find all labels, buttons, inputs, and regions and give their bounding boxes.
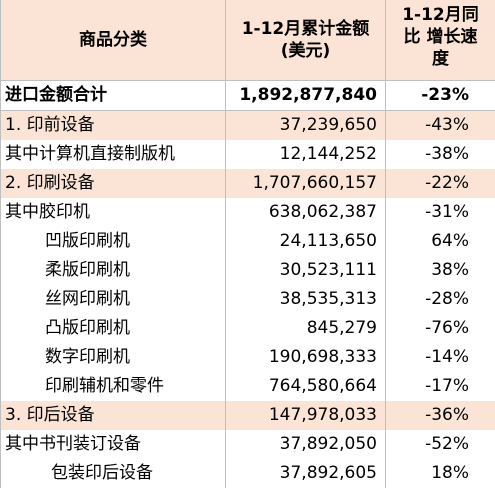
amount: 1,892,877,840	[225, 80, 386, 111]
item-name: 其中胶印机	[0, 198, 226, 227]
header-cell: 1-12月累计金额 (美元)	[225, 0, 386, 81]
amount: 1,707,660,157	[225, 169, 386, 198]
item-name: 凹版印刷机	[0, 227, 226, 256]
table-row: 其中书刊装订设备 37,892,050 -52%	[0, 430, 495, 459]
item-name: 进口金额合计	[0, 80, 226, 111]
amount: 30,523,111	[225, 256, 386, 285]
amount: 638,062,387	[225, 198, 386, 227]
table-row: 凹版印刷机 24,113,650 64%	[0, 227, 495, 256]
header-text: 比 增长速	[403, 27, 478, 47]
header-text: 1-12月同	[402, 5, 479, 25]
growth: -52%	[385, 430, 495, 459]
table-body: 进口金额合计 1,892,877,840 -23% 1. 印前设备 37,239,650…	[0, 80, 495, 488]
growth: -14%	[385, 343, 495, 372]
growth: -31%	[385, 198, 495, 227]
amount: 147,978,033	[225, 401, 386, 430]
amount: 845,279	[225, 314, 386, 343]
amount: 24,113,650	[225, 227, 386, 256]
growth: -28%	[385, 285, 495, 314]
table-row: 其中胶印机 638,062,387 -31%	[0, 198, 495, 227]
item-name: 柔版印刷机	[0, 256, 226, 285]
amount: 190,698,333	[225, 343, 386, 372]
table-row: 包装印后设备 37,892,605 18%	[0, 459, 495, 488]
growth: -76%	[385, 314, 495, 343]
header-text: 商品分类	[79, 30, 147, 50]
table-row: 其中计算机直接制版机 12,144,252 -38%	[0, 140, 495, 169]
item-name: 其中书刊装订设备	[0, 430, 226, 459]
amount: 12,144,252	[225, 140, 386, 169]
table-row: 2. 印刷设备 1,707,660,157 -22%	[0, 169, 495, 198]
table-row: 柔版印刷机 30,523,111 38%	[0, 256, 495, 285]
header-cell: 1-12月同比 增长速度	[385, 0, 495, 81]
header-wrap: 1-12月同比 增长速度	[387, 0, 495, 80]
growth: -38%	[385, 140, 495, 169]
growth: 38%	[385, 256, 495, 285]
header-text: 1-12月累计金额	[241, 19, 370, 39]
header-text: 度	[432, 49, 449, 69]
header-cell: 商品分类	[0, 0, 226, 81]
item-name: 其中计算机直接制版机	[0, 140, 226, 169]
item-name: 丝网印刷机	[0, 285, 226, 314]
table-row: 丝网印刷机 38,535,313 -28%	[0, 285, 495, 314]
item-name: 数字印刷机	[0, 343, 226, 372]
table-row: 凸版印刷机 845,279 -76%	[0, 314, 495, 343]
growth: -22%	[385, 169, 495, 198]
amount: 37,239,650	[225, 110, 386, 140]
item-name: 3. 印后设备	[0, 401, 226, 430]
amount: 37,892,605	[225, 459, 386, 488]
table-row: 进口金额合计 1,892,877,840 -23%	[0, 80, 495, 111]
table-row: 3. 印后设备 147,978,033 -36%	[0, 401, 495, 430]
header-row: 商品分类 1-12月累计金额 (美元) 1-12月同比 增长速度	[0, 0, 495, 81]
growth: -17%	[385, 372, 495, 401]
amount: 38,535,313	[225, 285, 386, 314]
header-text: (美元)	[280, 41, 331, 61]
growth: -43%	[385, 110, 495, 140]
item-name: 凸版印刷机	[0, 314, 226, 343]
item-name: 包装印后设备	[0, 459, 226, 488]
amount: 764,580,664	[225, 372, 386, 401]
growth: -36%	[385, 401, 495, 430]
table-row: 1. 印前设备 37,239,650 -43%	[0, 110, 495, 140]
item-name: 1. 印前设备	[0, 110, 226, 140]
table-row: 印刷辅机和零件 764,580,664 -17%	[0, 372, 495, 401]
table-row: 数字印刷机 190,698,333 -14%	[0, 343, 495, 372]
growth: -23%	[385, 80, 495, 111]
item-name: 2. 印刷设备	[0, 169, 226, 198]
growth: 18%	[385, 459, 495, 488]
item-name: 印刷辅机和零件	[0, 372, 226, 401]
growth: 64%	[385, 227, 495, 256]
amount: 37,892,050	[225, 430, 386, 459]
